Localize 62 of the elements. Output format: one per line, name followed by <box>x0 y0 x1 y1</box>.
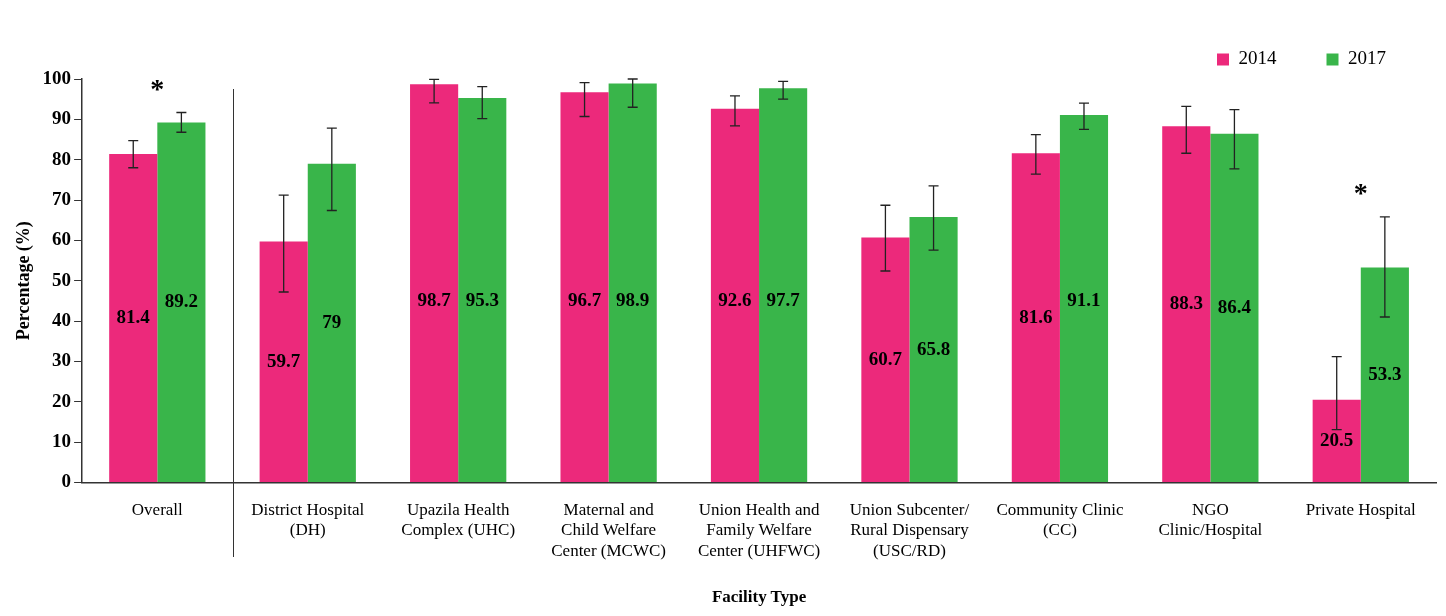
y-tick-label: 0 <box>61 470 72 492</box>
data-label: 89.2 <box>164 290 199 312</box>
bar <box>608 83 657 482</box>
bar <box>1360 267 1409 482</box>
y-tick-label: 60 <box>52 228 72 250</box>
y-tick-label: 100 <box>42 66 72 88</box>
bar <box>109 154 158 482</box>
data-label: 92.6 <box>718 288 752 310</box>
data-label: 97.7 <box>766 288 801 310</box>
x-tick-label: Maternal and Child Welfare Center (MCWC) <box>551 500 666 560</box>
bar <box>307 163 356 482</box>
data-label: 20.5 <box>1320 428 1354 450</box>
data-label: 53.3 <box>1368 362 1402 384</box>
legend-label: 2017 <box>1348 47 1386 69</box>
bar <box>259 241 308 482</box>
y-tick-label: 70 <box>52 187 72 209</box>
data-label: 86.4 <box>1217 296 1252 318</box>
y-tick-label: 30 <box>52 349 72 371</box>
y-tick-label: 10 <box>52 429 72 451</box>
data-label: 96.7 <box>567 288 602 310</box>
data-label: 95.3 <box>465 288 499 310</box>
x-tick-label: Overall <box>131 500 184 520</box>
y-tick-label: 50 <box>52 268 72 290</box>
x-tick-label: District Hospital (DH) <box>251 500 365 540</box>
annotation: * <box>1353 177 1368 209</box>
x-tick-label: Union Subcenter/ Rural Dispensary (USC/RD) <box>849 500 970 560</box>
bar <box>560 92 609 482</box>
x-tick-label: Community Clinic (CC) <box>996 500 1124 540</box>
x-axis-title: Facility Type <box>711 587 807 607</box>
data-label: 91.1 <box>1067 288 1101 310</box>
bar <box>1210 133 1259 482</box>
y-tick-label: 40 <box>52 308 72 330</box>
x-tick-label: Union Health and Family Welfare Center (UHFWC) <box>697 500 821 560</box>
bar <box>861 237 910 482</box>
data-label: 98.7 <box>417 288 452 310</box>
bar <box>759 88 808 482</box>
y-axis-title: Percentage (%) <box>13 221 35 341</box>
data-label: 59.7 <box>267 349 301 371</box>
x-tick-label: NGO Clinic/Hospital <box>1158 500 1263 540</box>
x-tick-label: Private Hospital <box>1305 500 1417 520</box>
data-label: 79 <box>322 310 342 332</box>
data-label: 98.9 <box>616 288 650 310</box>
x-tick-label: Upazila Health Complex (UHC) <box>401 500 516 540</box>
y-tick-label: 20 <box>52 389 72 411</box>
bar <box>1059 114 1109 482</box>
data-label: 81.4 <box>116 306 151 328</box>
legend-label: 2014 <box>1238 47 1277 69</box>
data-label: 60.7 <box>868 347 903 369</box>
bar <box>458 97 507 482</box>
data-label: 81.6 <box>1019 305 1053 327</box>
bar <box>410 84 459 482</box>
bar <box>710 108 760 482</box>
bar <box>1162 126 1211 482</box>
bar <box>157 122 206 482</box>
data-label: 65.8 <box>916 337 951 359</box>
bar <box>1312 399 1361 482</box>
bar <box>1011 153 1060 482</box>
data-label: 88.3 <box>1169 292 1203 314</box>
y-tick-label: 80 <box>52 147 72 169</box>
annotation: * <box>150 72 165 104</box>
y-tick-label: 90 <box>52 107 72 129</box>
bar <box>909 216 958 482</box>
